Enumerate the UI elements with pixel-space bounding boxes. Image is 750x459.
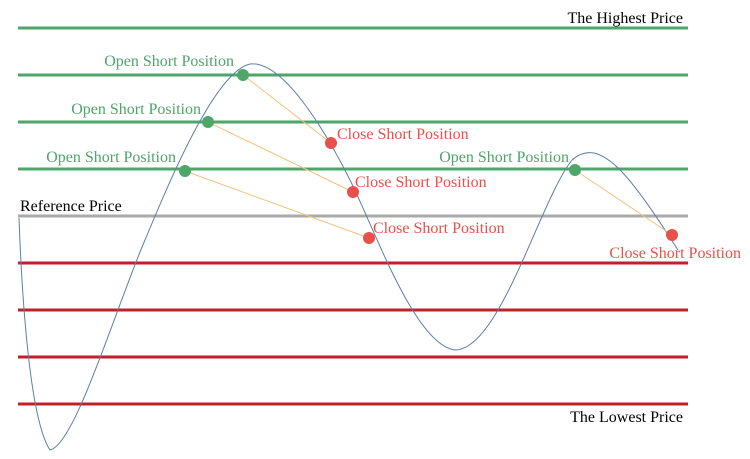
close-label-3: Close Short Position <box>373 220 505 237</box>
open-label-4: Open Short Position <box>439 149 569 166</box>
lower-grid-lines <box>18 261 688 406</box>
close-marker-3 <box>363 232 375 244</box>
close-label-1: Close Short Position <box>337 126 469 143</box>
lowest-price-label: The Lowest Price <box>570 409 683 426</box>
connector-4 <box>574 169 673 236</box>
open-marker-3 <box>179 165 191 177</box>
connector-3 <box>184 170 370 239</box>
open-marker-4 <box>569 164 581 176</box>
upper-grid-lines <box>18 26 688 171</box>
close-marker-2 <box>347 186 359 198</box>
trade-connectors <box>184 74 673 239</box>
close-marker-1 <box>325 137 337 149</box>
open-marker-2 <box>202 116 214 128</box>
open-label-1: Open Short Position <box>104 53 234 70</box>
open-label-3: Open Short Position <box>46 149 176 166</box>
close-marker-4 <box>666 229 678 241</box>
open-label-2: Open Short Position <box>71 101 201 118</box>
close-label-4: Close Short Position <box>609 245 741 262</box>
close-markers <box>325 137 678 244</box>
open-markers <box>179 69 581 177</box>
close-label-2: Close Short Position <box>355 174 487 191</box>
reference-price-label: Reference Price <box>20 198 122 215</box>
connector-1 <box>242 74 332 144</box>
highest-price-label: The Highest Price <box>567 10 683 27</box>
connector-2 <box>207 121 354 193</box>
price-curve <box>18 63 679 451</box>
open-marker-1 <box>237 69 249 81</box>
